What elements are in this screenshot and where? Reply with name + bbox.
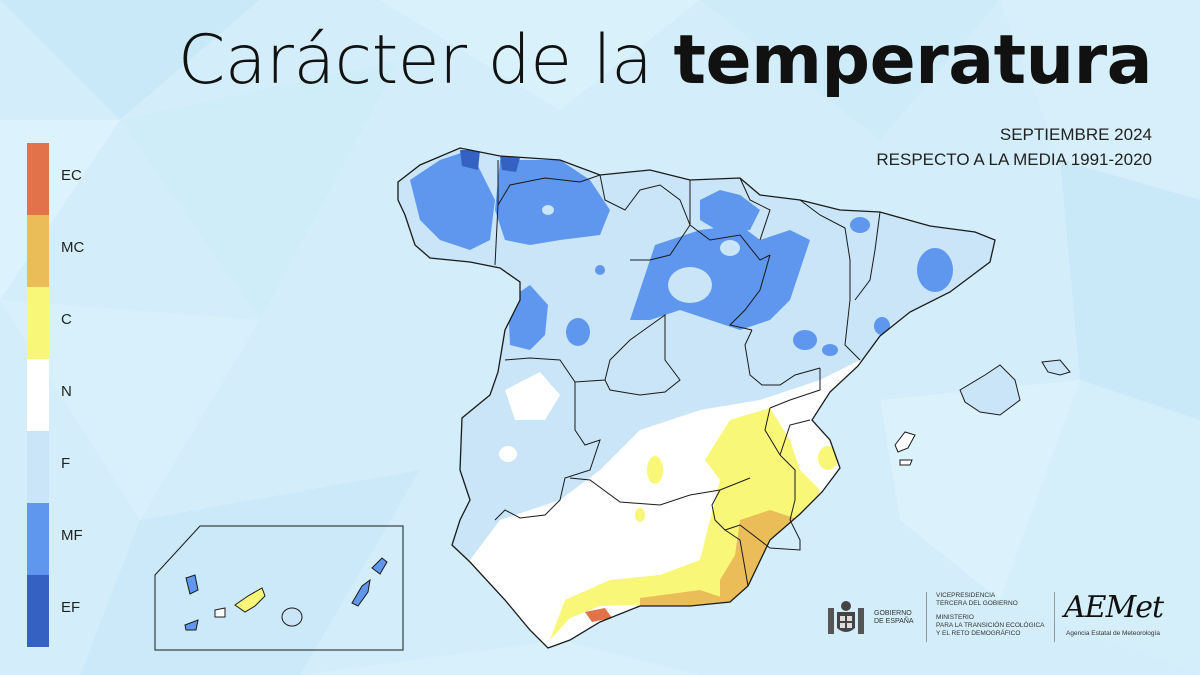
legend-swatch-mc: [27, 215, 49, 287]
aemet-agency-name: Agencia Estatal de Meteorología: [1066, 630, 1160, 637]
zone-warm-spot-3: [818, 446, 838, 470]
legend-swatch-mf: [27, 503, 49, 575]
coat-of-arms-icon: [828, 601, 864, 634]
min-line-5: Y EL RETO DEMOGRÁFICO: [936, 630, 1021, 637]
min-line-4: PARA LA TRANSICIÓN ECOLÓGICA: [936, 622, 1045, 629]
legend-label-mf: MF: [61, 527, 83, 544]
page-title: Carácter de la temperatura: [177, 18, 1153, 104]
min-line-1: VICEPRESIDENCIA: [936, 592, 996, 599]
zone-normal-spot: [499, 446, 517, 462]
island-mallorca: [959, 364, 1021, 416]
legend-label-f: F: [61, 455, 71, 472]
ministry-label: VICEPRESIDENCIA TERCERA DEL GOBIERNO MIN…: [936, 592, 1046, 638]
legend-label-n: N: [61, 383, 72, 400]
island-tenerife: [234, 587, 266, 613]
min-line-2: TERCERA DEL GOBIERNO: [936, 600, 1018, 607]
subtitle-period: SEPTIEMBRE 2024: [999, 125, 1152, 144]
island-la-gomera: [214, 607, 226, 618]
legend-item-n: N: [27, 359, 147, 431]
legend-swatch-c: [27, 287, 49, 359]
legend: EC MC C N F MF EF: [27, 143, 147, 647]
island-menorca: [1041, 359, 1071, 376]
zone-extreme-cold-1: [460, 150, 480, 170]
gov-line-2: DE ESPAÑA: [874, 618, 914, 625]
footer-divider-1: [926, 592, 927, 642]
island-fuerteventura: [351, 578, 371, 607]
island-gran-canaria: [281, 607, 303, 627]
zone-cool-island-3: [720, 240, 740, 256]
legend-swatch-ec: [27, 143, 49, 215]
title-light: Carácter de la: [177, 21, 653, 100]
balearic-islands: [894, 359, 1071, 466]
island-formentera: [899, 459, 913, 466]
canary-inset-frame: [154, 525, 404, 651]
min-line-3: MINISTERIO: [936, 614, 974, 621]
zone-cool-island-2: [542, 205, 554, 215]
legend-item-f: F: [27, 431, 147, 503]
zone-extreme-cold-2: [500, 156, 520, 172]
island-lanzarote: [371, 557, 388, 575]
legend-swatch-n: [27, 359, 49, 431]
legend-item-ec: EC: [27, 143, 147, 215]
footer-logos: GOBIERNO DE ESPAÑA VICEPRESIDENCIA TERCE…: [826, 590, 1166, 650]
zone-cold-spot-1: [566, 318, 590, 346]
regional-borders: [397, 147, 996, 649]
zone-cold-spot-5: [850, 217, 870, 233]
government-label: GOBIERNO DE ESPAÑA: [874, 610, 924, 626]
subtitle: SEPTIEMBRE 2024 RESPECTO A LA MEDIA 1991…: [876, 122, 1152, 172]
legend-label-c: C: [61, 311, 72, 328]
island-ibiza: [894, 431, 916, 453]
legend-item-ef: EF: [27, 575, 147, 647]
title-bold: temperatura: [673, 21, 1152, 100]
legend-item-mf: MF: [27, 503, 147, 575]
legend-label-mc: MC: [61, 239, 85, 256]
zone-cold-spot-6: [595, 265, 605, 275]
zone-cold-spot-7: [822, 344, 838, 356]
legend-label-ef: EF: [61, 599, 81, 616]
island-la-palma: [185, 574, 199, 595]
gov-line-1: GOBIERNO: [874, 610, 912, 617]
island-el-hierro: [184, 619, 199, 631]
zone-cold-northwest: [410, 150, 495, 250]
aemet-logo: AEMet: [1064, 590, 1164, 625]
zone-cold-north-east: [700, 190, 760, 232]
zone-normal-west: [505, 372, 560, 420]
canary-inset: [154, 525, 404, 651]
zone-extreme-warm: [585, 608, 612, 622]
legend-label-ec: EC: [61, 167, 82, 184]
legend-item-mc: MC: [27, 215, 147, 287]
zone-cold-spot-2: [793, 330, 817, 350]
legend-item-c: C: [27, 287, 147, 359]
subtitle-reference: RESPECTO A LA MEDIA 1991-2020: [876, 150, 1152, 169]
zone-very-warm-south: [640, 590, 730, 608]
zone-cold-spot-3: [917, 248, 953, 292]
footer-divider-2: [1054, 592, 1055, 642]
zone-warm-spot-2: [635, 508, 645, 522]
legend-swatch-f: [27, 431, 49, 503]
zone-warm-spot-1: [647, 456, 663, 484]
zone-cold-center-north: [630, 225, 810, 330]
legend-swatch-ef: [27, 575, 49, 647]
zone-cold-spot-4: [874, 317, 890, 335]
zone-cool-island-1: [668, 267, 712, 303]
